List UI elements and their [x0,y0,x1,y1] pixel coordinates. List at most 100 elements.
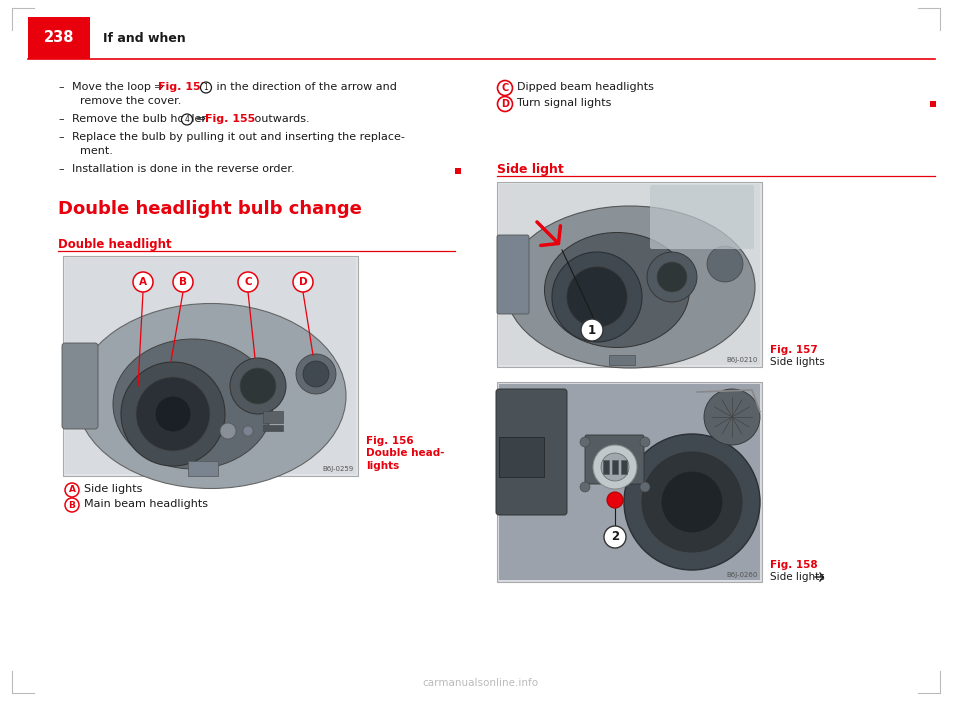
Circle shape [662,472,722,532]
Circle shape [580,482,590,492]
Text: Main beam headlights: Main beam headlights [84,499,208,509]
Text: in the direction of the arrow and: in the direction of the arrow and [213,82,396,92]
Text: Fig. 158: Fig. 158 [770,560,818,570]
Text: 1: 1 [204,83,208,92]
Text: 238: 238 [44,31,74,46]
Circle shape [580,437,590,447]
Text: Remove the bulb holder: Remove the bulb holder [72,114,209,124]
Text: Side lights: Side lights [84,484,142,494]
Circle shape [593,445,637,489]
Circle shape [293,272,313,292]
Bar [499,384,760,580]
Text: lights: lights [366,461,399,471]
Text: Side light: Side light [497,163,564,176]
Text: C: C [244,277,252,287]
Circle shape [552,252,642,342]
Circle shape [303,361,329,387]
Text: Side lights: Side lights [770,572,825,582]
FancyBboxPatch shape [497,235,529,314]
Circle shape [220,423,236,439]
Text: 1: 1 [588,323,596,336]
Circle shape [704,389,760,445]
Circle shape [624,434,760,570]
Text: D: D [299,277,307,287]
Circle shape [240,368,276,404]
Circle shape [640,437,650,447]
Circle shape [607,492,623,508]
Text: A: A [68,486,76,494]
FancyBboxPatch shape [585,435,644,484]
Bar [612,460,618,474]
Circle shape [133,272,153,292]
Bar [63,256,358,476]
Text: outwards.: outwards. [251,114,310,124]
Text: Double headlight bulb change: Double headlight bulb change [58,200,362,218]
Circle shape [647,252,697,302]
FancyBboxPatch shape [496,389,567,515]
Text: Double head-: Double head- [366,448,444,458]
Ellipse shape [113,339,273,469]
Ellipse shape [544,233,689,348]
Text: Double headlight: Double headlight [58,238,172,251]
Text: 4: 4 [184,115,189,124]
Text: remove the cover.: remove the cover. [80,95,181,105]
Bar [499,384,760,580]
Text: carmanualsonline.info: carmanualsonline.info [422,678,538,688]
Text: Fig. 153: Fig. 153 [158,82,208,92]
Bar [930,101,936,107]
Circle shape [136,377,210,451]
Bar [65,258,356,474]
Circle shape [181,114,193,125]
Circle shape [230,358,286,414]
Circle shape [567,267,627,327]
Circle shape [238,272,258,292]
Bar [455,168,461,174]
Circle shape [604,526,626,548]
Bar [621,460,627,474]
Circle shape [497,81,513,95]
Circle shape [173,272,193,292]
Bar [188,461,218,476]
Ellipse shape [505,206,755,368]
Circle shape [640,482,650,492]
Bar [603,460,609,474]
Circle shape [497,97,513,111]
Text: Side lights: Side lights [770,357,825,367]
Bar [263,411,283,423]
Circle shape [296,354,336,394]
Text: C: C [501,83,509,93]
FancyBboxPatch shape [650,185,754,249]
Circle shape [601,453,629,481]
Text: Installation is done in the reverse order.: Installation is done in the reverse orde… [72,165,295,175]
Bar [28,17,90,59]
Text: Turn signal lights: Turn signal lights [517,98,612,108]
Text: B6J-0259: B6J-0259 [323,466,354,472]
Text: –: – [58,114,63,124]
Text: Move the loop ⇒: Move the loop ⇒ [72,82,167,92]
Circle shape [707,246,743,282]
Text: –: – [58,82,63,92]
Text: ment.: ment. [80,146,113,156]
Text: Replace the bulb by pulling it out and inserting the replace-: Replace the bulb by pulling it out and i… [72,132,405,142]
Text: B6J-0260: B6J-0260 [727,572,758,578]
Circle shape [243,426,253,436]
Circle shape [657,262,687,292]
Text: B: B [179,277,187,287]
Text: –: – [58,132,63,142]
Circle shape [642,452,742,552]
Circle shape [65,483,79,497]
Text: Dipped beam headlights: Dipped beam headlights [517,82,654,92]
Text: Fig. 155: Fig. 155 [205,114,255,124]
Bar [609,355,635,365]
Circle shape [65,498,79,512]
Bar [263,425,283,431]
Circle shape [581,319,603,341]
Text: D: D [501,99,509,109]
Text: Fig. 156: Fig. 156 [366,436,414,446]
Text: –: – [58,165,63,175]
Text: ⇒: ⇒ [193,114,209,124]
Text: B: B [68,501,76,510]
Text: If and when: If and when [103,32,185,44]
Bar [499,437,544,477]
FancyBboxPatch shape [62,343,98,429]
